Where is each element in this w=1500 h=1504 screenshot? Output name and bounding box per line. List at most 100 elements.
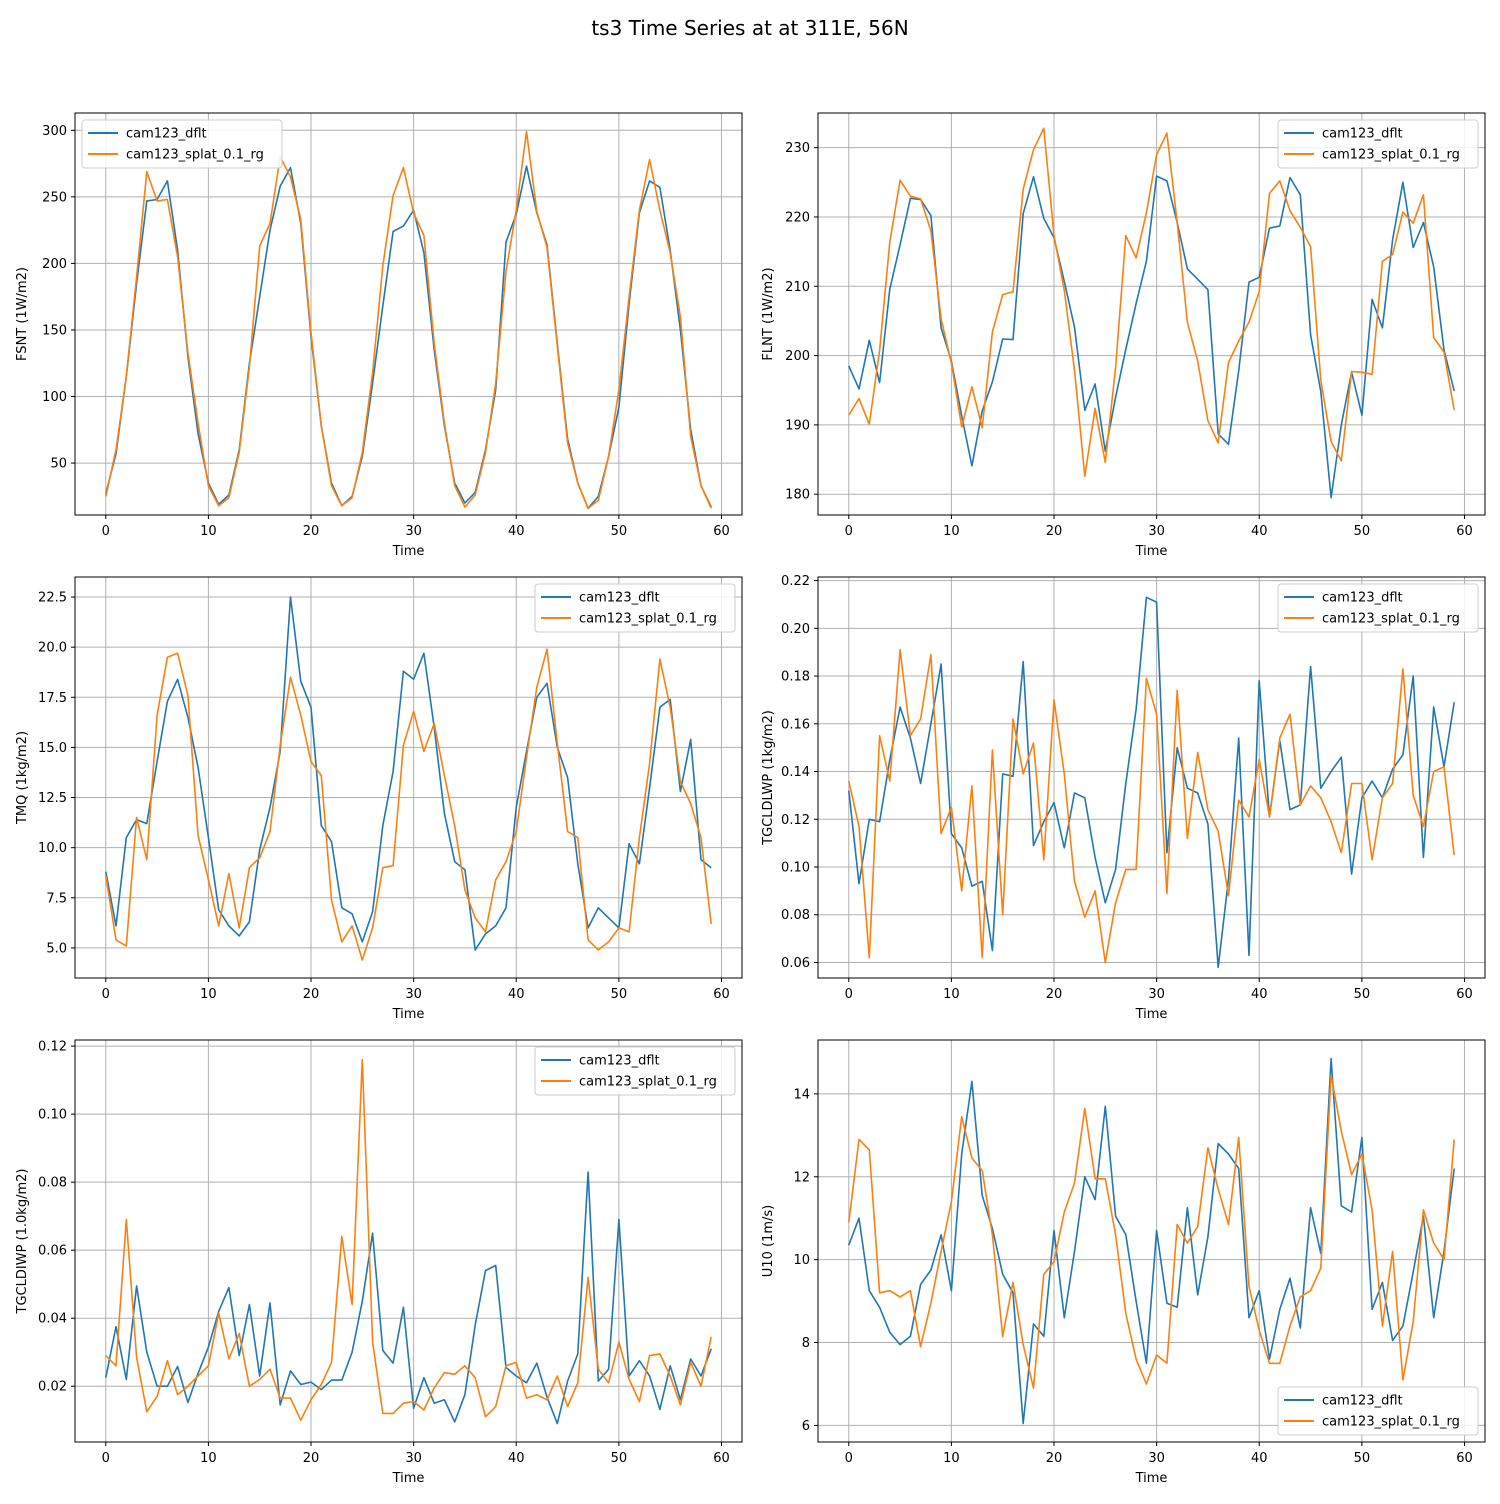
y-tick-label: 0.10 xyxy=(38,1108,67,1123)
y-tick-label: 150 xyxy=(42,323,67,338)
x-tick-label: 20 xyxy=(303,524,320,539)
axes-frame xyxy=(74,576,743,979)
x-tick-label: 30 xyxy=(405,1451,422,1466)
y-tick-label: 7.5 xyxy=(46,891,67,906)
x-tick-label: 30 xyxy=(1148,987,1165,1002)
legend-box xyxy=(534,583,736,633)
subplot-5: 0 10 20 30 40 50 60 0.02 0.04 0.06 0.08 0.10 0.12 Tim… xyxy=(15,1039,743,1486)
y-tick-label: 210 xyxy=(785,280,810,295)
y-tick-label: 0.06 xyxy=(38,1244,67,1259)
y-tick-label: 0.08 xyxy=(781,908,810,923)
y-tick-label: 0.10 xyxy=(781,861,810,876)
axes-frame xyxy=(817,1039,1486,1443)
y-tick-label: 190 xyxy=(785,418,810,433)
y-tick-label: 8 xyxy=(802,1336,810,1351)
series-line-1 xyxy=(105,1171,712,1425)
subplot-4: 0 10 20 30 40 50 60 0.06 0.08 0.10 0.12 0.14 0.16 0.1… xyxy=(761,574,1486,1022)
subplot-3: 0 10 20 30 40 50 60 5.0 7.5 10.0 12.5 15.0 17.5 20.0 2… xyxy=(15,576,743,1022)
series-line-2 xyxy=(848,1074,1455,1389)
y-tick-label: 20.0 xyxy=(38,641,67,656)
x-tick-label: 40 xyxy=(508,1451,525,1466)
series-line-2 xyxy=(105,130,712,510)
legend-label-1: cam123_dflt xyxy=(1322,591,1403,606)
legend-label-1: cam123_dflt xyxy=(579,1054,660,1069)
subplot-6: 0 10 20 30 40 50 60 6 8 10 12 14 Time U10 (1m/s) cam12… xyxy=(761,1039,1486,1486)
series-line-1 xyxy=(848,175,1455,499)
legend-label-1: cam123_dflt xyxy=(579,591,660,606)
legend-box xyxy=(1277,583,1479,633)
x-tick-label: 0 xyxy=(102,1451,110,1466)
y-tick-label: 0.16 xyxy=(781,717,810,732)
x-tick-label: 50 xyxy=(611,524,628,539)
figure-title: ts3 Time Series at at 311E, 56N xyxy=(591,16,909,40)
y-tick-label: 15.0 xyxy=(38,741,67,756)
series-line-1 xyxy=(848,596,1455,969)
legend-label-2: cam123_splat_0.1_rg xyxy=(126,148,264,163)
legend: cam123_dflt cam123_splat_0.1_rg xyxy=(534,1046,736,1096)
y-tick-label: 0.02 xyxy=(38,1380,67,1395)
axes-frame xyxy=(817,112,1486,516)
y-tick-label: 0.14 xyxy=(781,765,810,780)
x-axis-label: Time xyxy=(392,1007,425,1022)
y-axis-label: TMQ (1kg/m2) xyxy=(15,731,30,825)
legend-label-1: cam123_dflt xyxy=(1322,127,1403,142)
y-tick-label: 10.0 xyxy=(38,841,67,856)
x-axis-label: Time xyxy=(1135,1471,1168,1486)
x-tick-label: 50 xyxy=(611,1451,628,1466)
legend: cam123_dflt cam123_splat_0.1_rg xyxy=(1277,583,1479,633)
legend: cam123_dflt cam123_splat_0.1_rg xyxy=(1277,119,1479,169)
x-tick-label: 30 xyxy=(1148,524,1165,539)
x-tick-label: 30 xyxy=(405,987,422,1002)
y-axis-label: U10 (1m/s) xyxy=(761,1205,776,1277)
y-tick-label: 100 xyxy=(42,390,67,405)
x-tick-label: 40 xyxy=(1251,987,1268,1002)
legend: cam123_dflt cam123_splat_0.1_rg xyxy=(534,583,736,633)
axes-frame xyxy=(74,112,743,516)
axes-frame xyxy=(817,576,1486,979)
x-tick-label: 20 xyxy=(303,987,320,1002)
x-tick-label: 30 xyxy=(405,524,422,539)
y-tick-label: 0.12 xyxy=(781,813,810,828)
x-tick-label: 40 xyxy=(1251,524,1268,539)
axes-frame xyxy=(74,1039,743,1443)
y-axis-label: FLNT (1W/m2) xyxy=(761,267,776,360)
y-tick-label: 22.5 xyxy=(38,591,67,606)
y-tick-label: 10 xyxy=(793,1253,810,1268)
x-tick-label: 40 xyxy=(1251,1451,1268,1466)
x-tick-label: 20 xyxy=(1046,987,1063,1002)
y-tick-label: 12 xyxy=(793,1170,810,1185)
legend-label-2: cam123_splat_0.1_rg xyxy=(1322,148,1460,163)
y-tick-label: 50 xyxy=(50,457,67,472)
y-tick-label: 0.22 xyxy=(781,574,810,589)
y-tick-label: 200 xyxy=(42,257,67,272)
y-tick-label: 230 xyxy=(785,141,810,156)
y-tick-label: 0.08 xyxy=(38,1176,67,1191)
x-tick-label: 30 xyxy=(1148,1451,1165,1466)
x-tick-label: 50 xyxy=(1354,987,1371,1002)
x-tick-label: 0 xyxy=(845,1451,853,1466)
y-tick-label: 5.0 xyxy=(46,941,67,956)
series-line-2 xyxy=(105,1058,712,1421)
x-tick-label: 20 xyxy=(1046,524,1063,539)
y-tick-label: 250 xyxy=(42,190,67,205)
x-tick-label: 50 xyxy=(1354,1451,1371,1466)
x-tick-label: 60 xyxy=(713,524,730,539)
y-tick-label: 14 xyxy=(793,1087,810,1102)
y-axis-label: TGCLDLWP (1kg/m2) xyxy=(761,710,776,846)
legend: cam123_dflt cam123_splat_0.1_rg xyxy=(1277,1386,1479,1436)
legend-box xyxy=(81,119,283,169)
legend-label-1: cam123_dflt xyxy=(126,127,207,142)
y-tick-label: 0.12 xyxy=(38,1040,67,1055)
series-line-1 xyxy=(848,1057,1455,1425)
x-tick-label: 40 xyxy=(508,524,525,539)
x-tick-label: 0 xyxy=(102,987,110,1002)
x-axis-label: Time xyxy=(1135,1007,1168,1022)
y-tick-label: 17.5 xyxy=(38,691,67,706)
series-line-1 xyxy=(105,596,712,951)
subplot-2: 0 10 20 30 40 50 60 180 190 200 210 220 230 Time FLNT … xyxy=(761,112,1486,559)
legend-box xyxy=(1277,1386,1479,1436)
legend-label-2: cam123_splat_0.1_rg xyxy=(1322,612,1460,627)
legend-label-2: cam123_splat_0.1_rg xyxy=(1322,1415,1460,1430)
x-tick-label: 10 xyxy=(200,524,217,539)
